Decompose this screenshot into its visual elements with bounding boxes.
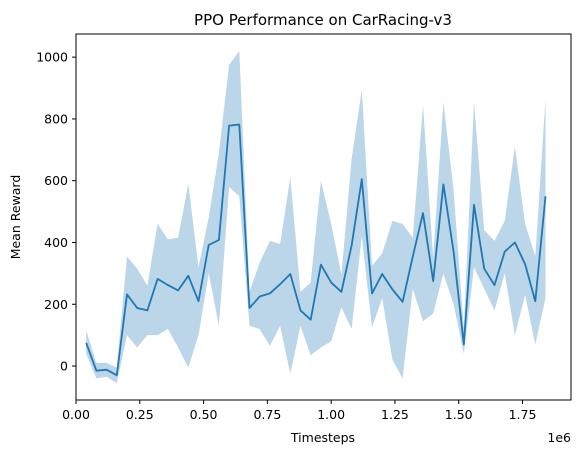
x-tick-label: 1.25 — [381, 407, 409, 422]
chart-title: PPO Performance on CarRacing-v3 — [194, 11, 452, 29]
x-tick-label: 1.00 — [317, 407, 345, 422]
axes-frame — [75, 33, 572, 401]
x-tick-label: 0.00 — [62, 407, 90, 422]
x-axis-offset-label: 1e6 — [547, 430, 571, 445]
y-tick-label: 0 — [60, 359, 68, 374]
y-axis-label: Mean Reward — [8, 175, 23, 260]
x-tick-label: 0.50 — [190, 407, 218, 422]
mean-reward-line — [85, 123, 547, 377]
plot-area — [85, 51, 547, 383]
x-tick-label: 1.50 — [445, 407, 473, 422]
x-tick-label: 1.75 — [509, 407, 537, 422]
y-tick-label: 200 — [44, 297, 68, 312]
y-tick-label: 600 — [44, 173, 68, 188]
y-tick-label: 800 — [44, 111, 68, 126]
y-tick-label: 400 — [44, 235, 68, 250]
x-axis-ticks: 0.00 0.25 0.50 0.75 1.00 1.25 1.50 1.75 — [62, 400, 536, 422]
y-tick-label: 1000 — [36, 50, 68, 65]
x-tick-label: 0.25 — [126, 407, 154, 422]
y-axis-ticks: 0 200 400 600 800 1000 — [36, 50, 76, 374]
x-tick-label: 0.75 — [253, 407, 281, 422]
confidence-band — [86, 51, 546, 383]
x-axis-label: Timesteps — [290, 430, 355, 445]
